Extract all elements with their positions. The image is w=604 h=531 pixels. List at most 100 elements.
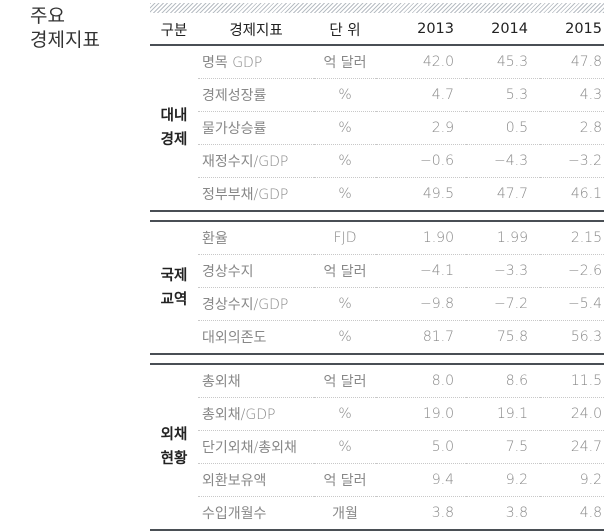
table-row: 대내 경제 명목 GDP 억 달러 42.0 45.3 47.8 [150, 45, 604, 212]
value-cell: 19.1 [466, 397, 540, 431]
group-label-line: 국제 [160, 267, 188, 284]
value-cell: 3.8 [376, 496, 466, 531]
value-cell: 8.6 [466, 364, 540, 398]
unit: % [314, 144, 376, 178]
value-cell: −4.1 [376, 254, 466, 288]
value-cell: −3.3 [466, 254, 540, 288]
group-label-line: 현황 [160, 451, 188, 467]
group-label-line: 대내 [160, 108, 188, 124]
value-cell: 45.3 [466, 45, 540, 79]
table-row: 외환보유액 억 달러 9.4 9.2 9.2 [150, 463, 604, 497]
unit: 억 달러 [314, 463, 376, 497]
header-row: 구분 경제지표 단 위 2013 2014 2015 [150, 14, 604, 46]
unit: % [314, 287, 376, 321]
value-cell: 46.1 [540, 177, 604, 212]
value-cell: 42.0 [376, 45, 466, 79]
value-cell: −0.6 [376, 144, 466, 178]
unit: % [314, 397, 376, 431]
table-row: 외채 현황 총외채 억 달러 8.0 8.6 11.5 [150, 364, 604, 531]
unit: % [314, 177, 376, 212]
indicator-name: 총외채 [198, 364, 314, 398]
value-cell: −5.4 [540, 287, 604, 321]
header-unit: 단 위 [314, 14, 376, 46]
unit: % [314, 430, 376, 464]
table-row: 총외채/GDP% 19.0 19.1 24.0 [150, 397, 604, 431]
table-row: 재정수지/GDP% −0.6 −4.3 −3.2 [150, 144, 604, 178]
unit: 억 달러 [314, 254, 376, 288]
indicator-name: 대외의존도 [198, 320, 314, 355]
group-divider [150, 211, 604, 222]
value-cell: 19.0 [376, 397, 466, 431]
value-cell: 4.3 [540, 78, 604, 112]
unit: FJD [314, 221, 376, 255]
indicator-name: 재정수지/GDP [198, 144, 314, 178]
value-cell: 2.8 [540, 111, 604, 145]
table-row: 단기외채/총외채% 5.0 7.5 24.7 [150, 430, 604, 464]
section-title: 주요 경제지표 [30, 4, 100, 52]
value-cell: 56.3 [540, 320, 604, 355]
indicator-name: 수입개월수 [198, 496, 314, 531]
indicator-name: 경상수지/GDP [198, 287, 314, 321]
value-cell: −2.6 [540, 254, 604, 288]
title-line-1: 주요 [30, 5, 65, 27]
table-row: 대외의존도% 81.7 75.8 56.3 [150, 320, 604, 355]
table-row: 국제 교역 환율 FJD 1.90 1.99 2.15 [150, 221, 604, 355]
value-cell: 5.3 [466, 78, 540, 112]
unit: 억 달러 [314, 45, 376, 79]
hatched-header-band [150, 3, 604, 13]
table-row: 경상수지/GDP% −9.8 −7.2 −5.4 [150, 287, 604, 321]
value-cell: 8.0 [376, 364, 466, 398]
value-cell: 49.5 [376, 177, 466, 212]
indicator-name: 경상수지 [198, 254, 314, 288]
header-group: 구분 [150, 14, 198, 46]
value-cell: 3.8 [466, 496, 540, 531]
indicator-name: 명목 GDP [198, 45, 314, 79]
value-cell: 2.9 [376, 111, 466, 145]
unit: % [314, 78, 376, 112]
unit: 억 달러 [314, 364, 376, 398]
value-cell: 9.2 [540, 463, 604, 497]
indicator-name: 정부부채/GDP [198, 177, 314, 212]
indicator-name: 총외채/GDP [198, 397, 314, 431]
value-cell: 0.5 [466, 111, 540, 145]
indicator-name: 경제성장률 [198, 78, 314, 112]
value-cell: 4.8 [540, 496, 604, 531]
divider [150, 354, 604, 365]
value-cell: 5.0 [376, 430, 466, 464]
table-row: 경제성장률% 4.7 5.3 4.3 [150, 78, 604, 112]
title-line-2: 경제지표 [30, 29, 100, 51]
indicator-name: 물가상승률 [198, 111, 314, 145]
group-divider [150, 354, 604, 365]
group-label-line: 교역 [160, 291, 188, 308]
table-row: 정부부채/GDP% 49.5 47.7 46.1 [150, 177, 604, 212]
group-label: 외채 현황 [150, 364, 198, 531]
value-cell: 1.99 [466, 221, 540, 255]
value-cell: 47.7 [466, 177, 540, 212]
value-cell: 7.5 [466, 430, 540, 464]
value-cell: −9.8 [376, 287, 466, 321]
indicator-name: 환율 [198, 221, 314, 255]
value-cell: 24.0 [540, 397, 604, 431]
value-cell: 9.4 [376, 463, 466, 497]
value-cell: −7.2 [466, 287, 540, 321]
unit: % [314, 320, 376, 355]
divider [150, 211, 604, 222]
value-cell: −3.2 [540, 144, 604, 178]
value-cell: 75.8 [466, 320, 540, 355]
value-cell: 24.7 [540, 430, 604, 464]
value-cell: 81.7 [376, 320, 466, 355]
indicator-name: 외환보유액 [198, 463, 314, 497]
economic-indicators-table: 구분 경제지표 단 위 2013 2014 2015 대내 경제 명목 GDP 억 달… [150, 14, 604, 531]
header-year: 2014 [466, 14, 540, 46]
header-indicator: 경제지표 [198, 14, 314, 46]
value-cell: −4.3 [466, 144, 540, 178]
value-cell: 11.5 [540, 364, 604, 398]
header-year: 2013 [376, 14, 466, 46]
value-cell: 1.90 [376, 221, 466, 255]
group-label-line: 경제 [160, 132, 188, 148]
value-cell: 4.7 [376, 78, 466, 112]
unit: 개월 [314, 496, 376, 531]
header-year: 2015 [540, 14, 604, 46]
